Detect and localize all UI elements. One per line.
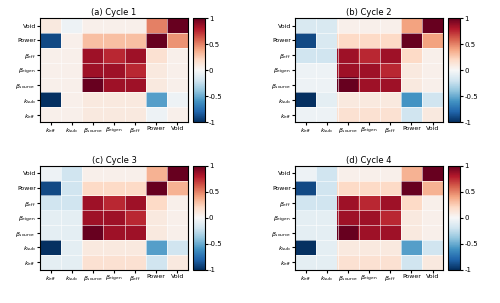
Title: (b) Cycle 2: (b) Cycle 2 xyxy=(346,8,392,17)
Title: (a) Cycle 1: (a) Cycle 1 xyxy=(92,8,136,17)
Title: (c) Cycle 3: (c) Cycle 3 xyxy=(92,156,136,165)
Title: (d) Cycle 4: (d) Cycle 4 xyxy=(346,156,392,165)
